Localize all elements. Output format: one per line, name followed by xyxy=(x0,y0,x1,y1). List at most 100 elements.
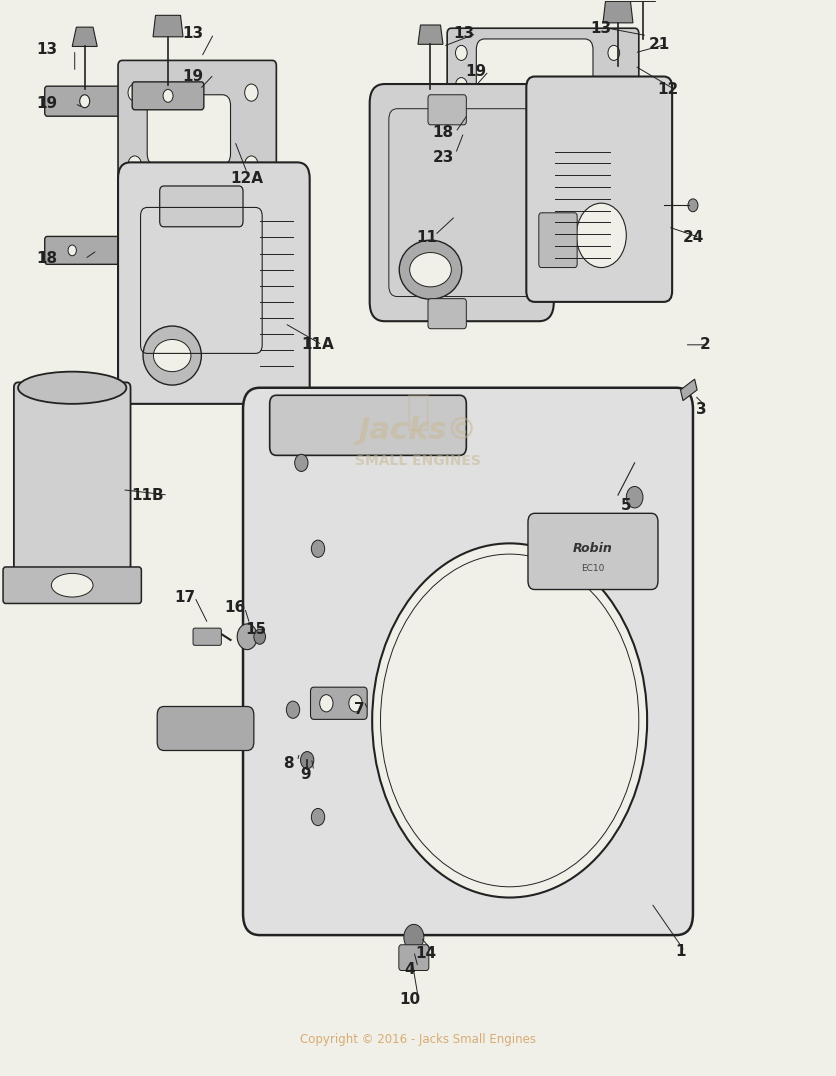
Text: 8: 8 xyxy=(283,755,294,770)
FancyBboxPatch shape xyxy=(528,513,658,590)
Circle shape xyxy=(300,751,314,768)
Text: 4: 4 xyxy=(405,962,415,977)
Circle shape xyxy=(608,45,619,60)
Circle shape xyxy=(688,199,698,212)
Circle shape xyxy=(319,695,333,712)
Ellipse shape xyxy=(410,253,451,287)
Circle shape xyxy=(68,245,76,256)
Circle shape xyxy=(245,84,258,101)
Text: 24: 24 xyxy=(682,230,704,245)
FancyBboxPatch shape xyxy=(132,82,204,110)
Circle shape xyxy=(431,137,439,147)
Circle shape xyxy=(608,77,619,93)
FancyBboxPatch shape xyxy=(160,186,243,227)
Circle shape xyxy=(128,84,141,101)
FancyBboxPatch shape xyxy=(14,382,130,576)
Text: 13: 13 xyxy=(453,26,474,41)
FancyBboxPatch shape xyxy=(399,945,429,971)
Text: 19: 19 xyxy=(37,96,58,111)
FancyBboxPatch shape xyxy=(44,237,133,265)
Text: 12A: 12A xyxy=(231,171,263,186)
Text: 10: 10 xyxy=(399,992,421,1007)
Text: 11B: 11B xyxy=(131,487,164,502)
FancyBboxPatch shape xyxy=(447,28,639,103)
FancyBboxPatch shape xyxy=(370,84,553,322)
Circle shape xyxy=(626,486,643,508)
Text: 18: 18 xyxy=(432,125,454,140)
Circle shape xyxy=(349,695,362,712)
Text: 12: 12 xyxy=(657,82,679,97)
Text: 𝓙: 𝓙 xyxy=(405,391,431,433)
Text: Robin: Robin xyxy=(573,542,613,555)
Circle shape xyxy=(128,156,141,173)
Text: 23: 23 xyxy=(432,150,454,165)
Circle shape xyxy=(79,95,89,108)
Text: 1: 1 xyxy=(675,944,686,959)
FancyBboxPatch shape xyxy=(243,387,693,935)
FancyBboxPatch shape xyxy=(310,688,367,720)
Circle shape xyxy=(163,89,173,102)
Text: 3: 3 xyxy=(696,401,706,416)
FancyBboxPatch shape xyxy=(415,86,479,112)
Polygon shape xyxy=(630,0,655,1)
Circle shape xyxy=(456,77,467,93)
FancyBboxPatch shape xyxy=(539,213,577,268)
Polygon shape xyxy=(72,27,97,46)
Ellipse shape xyxy=(143,326,201,385)
Text: 7: 7 xyxy=(354,703,365,718)
FancyBboxPatch shape xyxy=(44,86,125,116)
Polygon shape xyxy=(681,379,697,400)
Circle shape xyxy=(294,454,308,471)
FancyBboxPatch shape xyxy=(193,628,222,646)
Text: 13: 13 xyxy=(182,26,204,41)
FancyBboxPatch shape xyxy=(407,129,471,155)
FancyBboxPatch shape xyxy=(3,567,141,604)
FancyBboxPatch shape xyxy=(157,707,254,750)
Circle shape xyxy=(576,203,626,268)
Text: 16: 16 xyxy=(224,600,245,615)
Text: Jacks©: Jacks© xyxy=(359,416,477,445)
FancyBboxPatch shape xyxy=(118,162,309,404)
Circle shape xyxy=(443,94,451,104)
Circle shape xyxy=(456,45,467,60)
Polygon shape xyxy=(153,15,183,37)
FancyBboxPatch shape xyxy=(428,299,466,329)
Ellipse shape xyxy=(154,339,191,371)
FancyBboxPatch shape xyxy=(428,95,466,125)
Polygon shape xyxy=(603,1,633,23)
Circle shape xyxy=(404,924,424,950)
FancyBboxPatch shape xyxy=(527,76,672,302)
Text: EC10: EC10 xyxy=(581,564,604,572)
FancyBboxPatch shape xyxy=(477,39,593,96)
Text: 19: 19 xyxy=(182,69,204,84)
Text: 11: 11 xyxy=(415,230,437,245)
Circle shape xyxy=(311,808,324,825)
Text: SMALL ENGINES: SMALL ENGINES xyxy=(355,454,481,468)
Ellipse shape xyxy=(51,574,93,597)
FancyBboxPatch shape xyxy=(118,60,277,189)
Circle shape xyxy=(287,702,299,719)
Circle shape xyxy=(245,156,258,173)
Text: 17: 17 xyxy=(174,590,196,605)
Text: 13: 13 xyxy=(37,42,58,57)
Circle shape xyxy=(237,624,257,650)
Circle shape xyxy=(311,540,324,557)
FancyBboxPatch shape xyxy=(147,95,231,165)
Text: 15: 15 xyxy=(245,622,266,637)
Text: 21: 21 xyxy=(649,37,670,52)
Text: 19: 19 xyxy=(466,63,487,79)
Text: 9: 9 xyxy=(300,766,311,781)
Text: 11A: 11A xyxy=(302,337,334,352)
Circle shape xyxy=(254,629,266,645)
Text: 18: 18 xyxy=(37,252,58,267)
Polygon shape xyxy=(418,25,443,44)
Text: 13: 13 xyxy=(591,20,612,36)
FancyBboxPatch shape xyxy=(270,395,466,455)
Circle shape xyxy=(380,554,639,887)
Text: Copyright © 2016 - Jacks Small Engines: Copyright © 2016 - Jacks Small Engines xyxy=(300,1033,536,1046)
Text: 14: 14 xyxy=(415,946,437,961)
Circle shape xyxy=(372,543,647,897)
Ellipse shape xyxy=(400,240,461,299)
Text: 5: 5 xyxy=(621,498,632,513)
Text: 2: 2 xyxy=(700,337,711,352)
